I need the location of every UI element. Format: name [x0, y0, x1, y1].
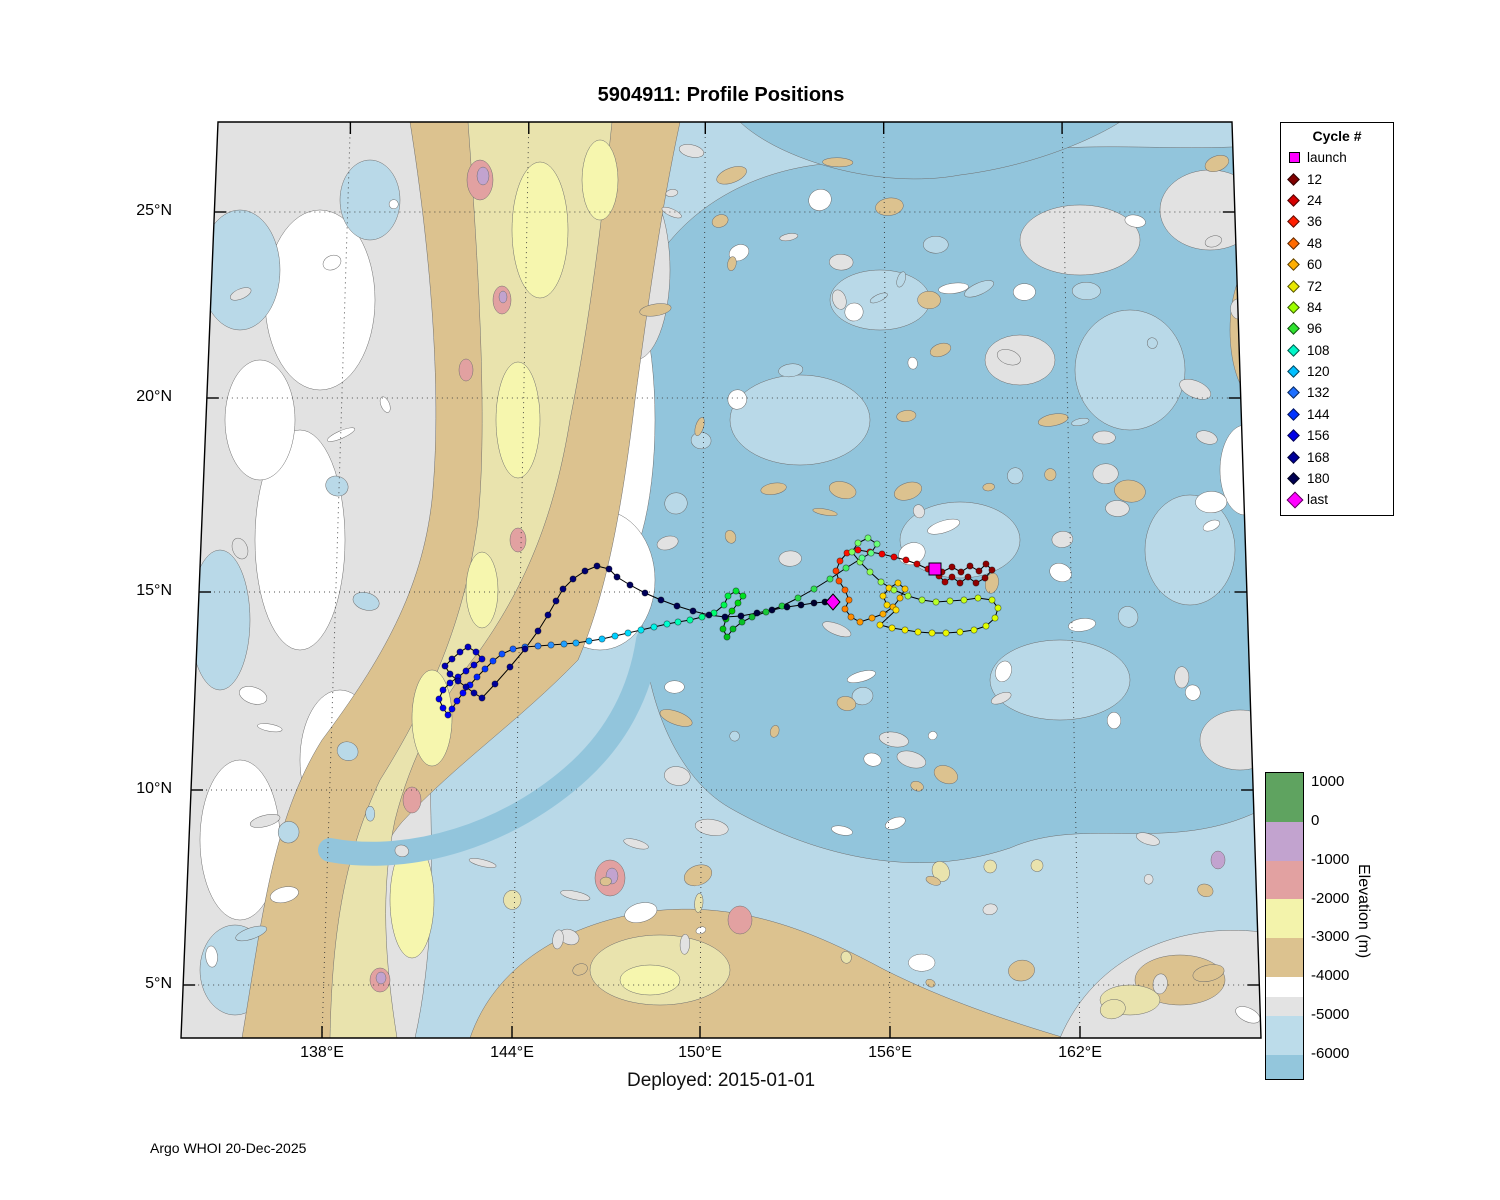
legend-marker-icon	[1287, 343, 1300, 357]
legend-entry-label: 108	[1307, 342, 1330, 358]
map-border	[180, 121, 1262, 1039]
bathymetry	[181, 122, 1261, 1038]
legend-marker-icon	[1287, 408, 1300, 421]
legend-entry-label: 168	[1307, 449, 1330, 465]
y-tick-25N: 25°N	[136, 202, 172, 219]
footer-credit: Argo WHOI 20-Dec-2025	[150, 1140, 307, 1156]
launch-marker	[928, 562, 942, 576]
legend-marker-icon	[1289, 152, 1300, 164]
legend-entry: launch	[1281, 147, 1393, 168]
legend-entry: 24	[1281, 190, 1393, 211]
x-tick-144E: 144°E	[490, 1044, 534, 1061]
x-tick-162E: 162°E	[1058, 1044, 1102, 1061]
legend-entry: 180	[1281, 468, 1393, 489]
colorbar-axis-label: Elevation (m)	[1355, 864, 1372, 959]
legend-entry: 168	[1281, 446, 1393, 467]
legend-entry: 36	[1281, 211, 1393, 232]
grid-lines	[183, 122, 1260, 1038]
legend-entry: 72	[1281, 275, 1393, 296]
colorbar-tick: -1000	[1311, 850, 1350, 868]
legend-entry-label: 24	[1307, 192, 1323, 208]
legend-entry-label: 60	[1307, 257, 1323, 273]
legend-entry-label: 36	[1307, 214, 1323, 230]
legend-entry: 120	[1281, 361, 1393, 382]
legend-entry-label: 144	[1307, 406, 1330, 422]
legend-entries: launch 12 24 36 48 60 72	[1281, 147, 1393, 511]
legend-marker-icon	[1287, 236, 1300, 250]
page-title: 5904911: Profile Positions	[597, 84, 845, 106]
legend-entry: 12	[1281, 168, 1393, 189]
colorbar-tick: -6000	[1311, 1045, 1350, 1063]
last-marker	[825, 593, 841, 611]
legend-entry: 132	[1281, 382, 1393, 403]
legend-marker-icon	[1287, 215, 1300, 229]
legend-entry-label: 96	[1307, 321, 1323, 337]
colorbar-tick: -4000	[1311, 967, 1350, 985]
legend-marker-icon	[1287, 279, 1300, 293]
legend-entry: 108	[1281, 340, 1393, 361]
colorbar-tick: -2000	[1311, 889, 1350, 907]
legend-marker-icon	[1287, 472, 1300, 485]
bathymetry-speckles	[205, 144, 1261, 1024]
legend-marker-icon	[1287, 172, 1300, 186]
legend-entry-label: 84	[1307, 299, 1323, 315]
colorbar-tick: 0	[1311, 811, 1320, 829]
colorbar: 1000 0 -1000 -2000 -3000 -4000 -5000 -6000	[1265, 772, 1349, 1080]
legend-entry-label: 48	[1307, 235, 1323, 251]
legend-entry-label: 12	[1307, 171, 1323, 187]
legend-entry-label: 120	[1307, 364, 1330, 380]
legend-entry: 84	[1281, 297, 1393, 318]
x-tick-138E: 138°E	[300, 1044, 344, 1061]
legend-entry: 96	[1281, 318, 1393, 339]
legend-title: Cycle #	[1312, 128, 1362, 144]
y-tick-20N: 20°N	[136, 388, 172, 405]
legend-entry: last	[1281, 489, 1393, 510]
legend-entry-label: 180	[1307, 471, 1330, 487]
legend-entry: 48	[1281, 233, 1393, 254]
colorbar-tick: -3000	[1311, 928, 1350, 946]
legend-entry: 144	[1281, 404, 1393, 425]
x-tick-156E: 156°E	[868, 1044, 912, 1061]
y-tick-10N: 10°N	[136, 780, 172, 797]
deployed-caption: Deployed: 2015-01-01	[626, 1070, 816, 1091]
colorbar-swatches	[1265, 772, 1304, 1080]
legend-marker-icon	[1287, 322, 1300, 336]
legend-marker-icon	[1287, 450, 1300, 464]
y-tick-5N: 5°N	[145, 975, 172, 992]
legend-marker-icon	[1287, 301, 1300, 314]
legend-marker-icon	[1286, 491, 1304, 509]
legend-marker-icon	[1287, 386, 1300, 400]
legend-marker-icon	[1287, 194, 1300, 207]
legend-entry-label: 132	[1307, 385, 1330, 401]
legend-marker-icon	[1287, 429, 1300, 443]
colorbar-tick: 1000	[1311, 773, 1345, 790]
map-plot	[180, 121, 1262, 1039]
legend-entry-label: launch	[1307, 150, 1347, 166]
float-trajectory	[435, 534, 1002, 719]
x-tick-150E: 150°E	[678, 1044, 722, 1061]
colorbar-tick: -5000	[1311, 1006, 1350, 1024]
legend-entry: 156	[1281, 425, 1393, 446]
cycle-legend: Cycle # launch 12 24 36 48 60	[1280, 122, 1394, 516]
y-tick-15N: 15°N	[136, 582, 172, 599]
legend-entry-label: last	[1307, 492, 1329, 508]
legend-marker-icon	[1287, 365, 1300, 378]
legend-entry-label: 72	[1307, 278, 1323, 294]
legend-entry-label: 156	[1307, 428, 1330, 444]
legend-marker-icon	[1287, 258, 1300, 272]
legend-entry: 60	[1281, 254, 1393, 275]
axis-ticks	[183, 122, 1260, 1038]
